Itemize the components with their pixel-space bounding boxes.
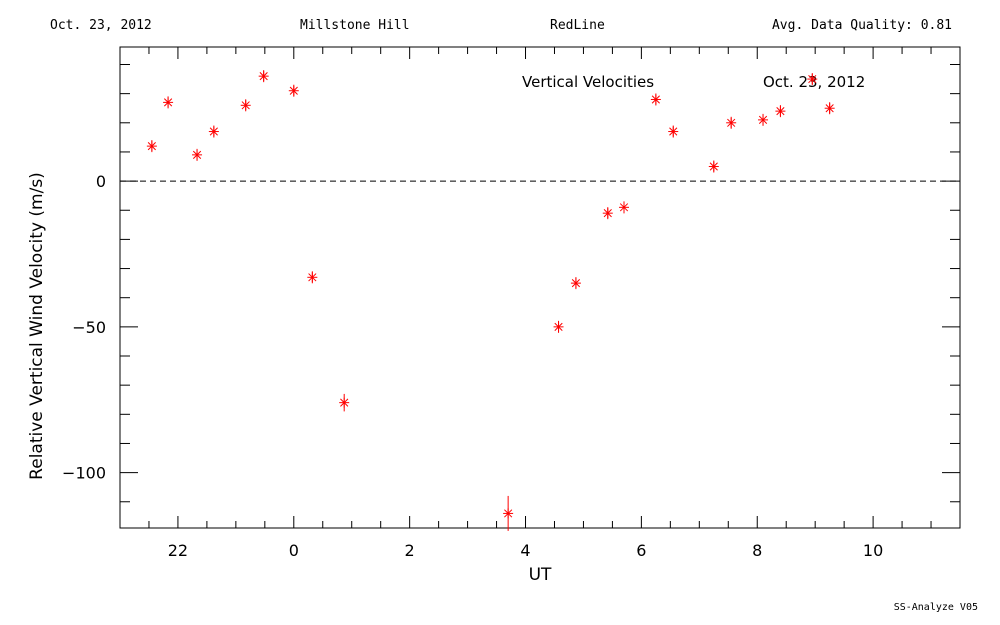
data-point <box>708 160 719 173</box>
y-tick-labels: 0 −50 −100 <box>62 172 106 483</box>
data-point <box>163 96 174 109</box>
data-point <box>602 207 613 220</box>
plot-frame <box>119 46 961 529</box>
x-tick-label: 6 <box>636 541 646 560</box>
data-point <box>824 102 835 115</box>
data-point <box>192 148 203 161</box>
data-point <box>668 125 679 138</box>
plot-title: Vertical Velocities <box>522 73 654 91</box>
x-tick-label: 8 <box>752 541 762 560</box>
x-tick-label: 22 <box>168 541 188 560</box>
data-point <box>146 140 157 153</box>
x-tick-labels: 22 0 2 4 6 8 10 <box>168 541 884 560</box>
footer-version: SS-Analyze V05 <box>893 602 978 613</box>
x-tick-label: 10 <box>863 541 883 560</box>
data-point <box>240 99 251 112</box>
data-point <box>619 201 629 214</box>
y-axis-label: Relative Vertical Wind Velocity (m/s) <box>27 172 47 480</box>
data-point <box>553 320 564 333</box>
data-point <box>570 277 581 290</box>
data-point <box>288 84 299 97</box>
data-point <box>775 105 786 118</box>
data-points <box>146 70 835 531</box>
y-tick-label: −100 <box>62 464 106 483</box>
data-point <box>503 495 514 531</box>
data-point <box>726 116 737 129</box>
data-point <box>258 70 269 83</box>
header-site: Millstone Hill <box>300 18 410 33</box>
y-tick-label: 0 <box>96 172 106 191</box>
data-point <box>650 93 661 106</box>
data-point <box>339 393 350 412</box>
axis-ticks <box>120 47 960 528</box>
data-point <box>208 125 219 138</box>
x-tick-label: 4 <box>520 541 530 560</box>
header-date: Oct. 23, 2012 <box>50 18 152 33</box>
y-tick-label: −50 <box>72 318 106 337</box>
x-tick-label: 2 <box>405 541 415 560</box>
data-point <box>758 113 769 126</box>
x-axis-label: UT <box>529 565 552 585</box>
data-point <box>807 73 818 86</box>
header-instrument: RedLine <box>550 18 605 33</box>
plot-title-date: Oct. 23, 2012 <box>763 73 865 91</box>
header-data-quality: Avg. Data Quality: 0.81 <box>771 18 952 33</box>
data-point <box>307 271 318 284</box>
x-tick-label: 0 <box>289 541 299 560</box>
